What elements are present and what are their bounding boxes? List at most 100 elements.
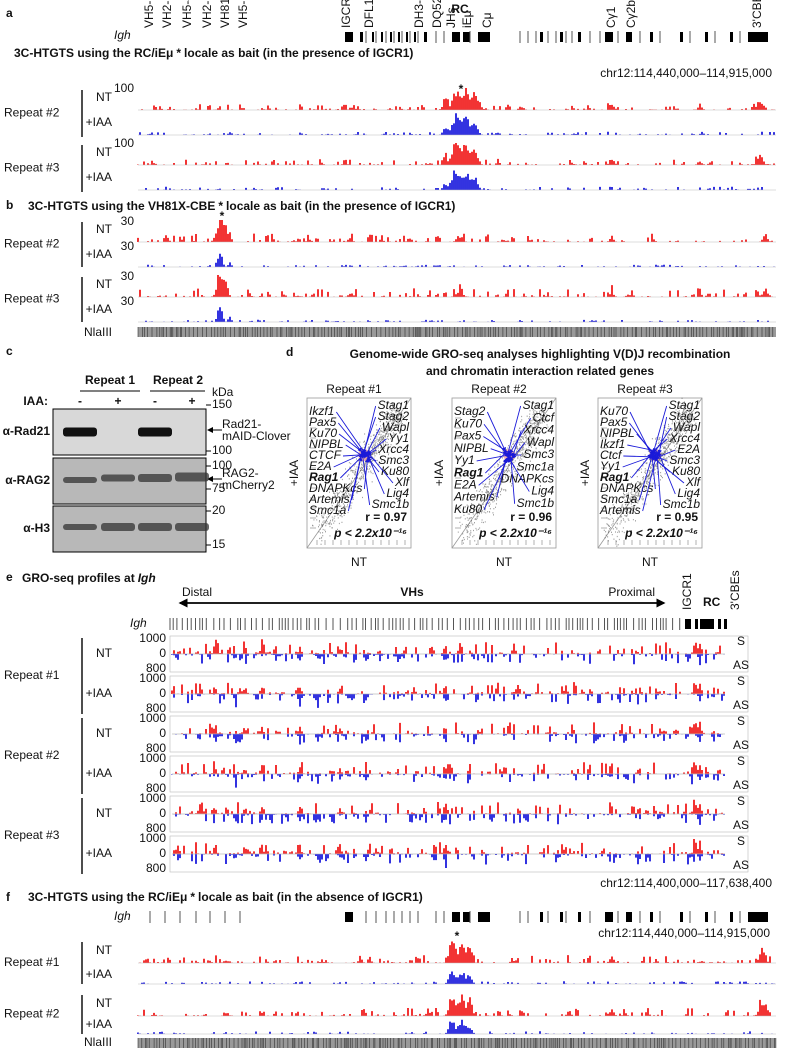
band xyxy=(101,474,135,482)
gene-label: Smc3 xyxy=(523,447,554,461)
coords: chr12:114,440,000–114,915,000 xyxy=(598,926,770,940)
blot-antibody: α-RAG2 xyxy=(5,473,50,487)
gene-label: Smc1b xyxy=(663,497,701,511)
gene-label: IGCR1 xyxy=(339,0,353,28)
repeat-label: Repeat #3 xyxy=(4,292,60,306)
scale-label: 1000 xyxy=(139,791,166,805)
band-label: mCherry2 xyxy=(222,478,275,492)
repeat-label: Repeat #2 xyxy=(4,748,60,762)
gene-label: Smc3 xyxy=(669,453,700,467)
gene-label: Ku70 xyxy=(454,416,482,430)
condition-label: +IAA xyxy=(86,115,112,129)
enzyme-label: NlaIII xyxy=(84,1035,112,1049)
gene-arrow xyxy=(508,457,530,492)
gene-label: DNAPKcs xyxy=(600,481,653,495)
p-value: p < 2.2x10⁻¹⁶ xyxy=(478,526,552,540)
gene-label: VH81X xyxy=(218,0,232,28)
gene-label: Rag1 xyxy=(454,465,484,479)
gene-label: Cγ2b xyxy=(624,0,638,28)
band xyxy=(138,474,172,482)
locus-ticks xyxy=(169,618,681,630)
gene-label: Ku80 xyxy=(454,502,482,516)
gene-label: VH5-4 xyxy=(180,0,194,28)
gene-label: Stag2 xyxy=(454,404,486,418)
blot-repeat: Repeat 2 xyxy=(153,373,203,387)
signal-track xyxy=(173,639,721,654)
bait-star: * xyxy=(220,209,225,223)
p-value: p < 2.2x10⁻¹⁶ xyxy=(333,526,407,540)
gene-label: NIPBL xyxy=(454,441,489,455)
locus-ticks xyxy=(365,31,741,43)
signal-track xyxy=(175,761,721,774)
strand-label: AS xyxy=(733,658,749,672)
gene-arrow xyxy=(485,451,508,474)
gene-label: Pax5 xyxy=(600,415,628,429)
bait-star: * xyxy=(455,929,460,943)
gene-label: Xrcc4 xyxy=(668,431,700,445)
gene-label: Rag1 xyxy=(309,470,339,484)
repeat-label: Repeat #3 xyxy=(4,828,60,842)
band xyxy=(101,523,135,531)
gene-label: NIPBL xyxy=(309,437,344,451)
gene-label: Smc1a xyxy=(309,503,347,517)
gene-arrow xyxy=(367,451,394,484)
gene-arrow xyxy=(338,422,363,453)
condition-label: NT xyxy=(96,90,113,104)
gene-arrow xyxy=(638,451,655,501)
direction-label: Proximal xyxy=(608,585,655,599)
gene-label: Artemis xyxy=(453,490,495,504)
condition-label: NT xyxy=(96,222,113,236)
signal-track xyxy=(139,941,771,963)
signal-track xyxy=(175,734,723,745)
gene-label: Xrcc4 xyxy=(522,423,554,437)
landmark-label: IGCR1 xyxy=(680,573,694,610)
band-label: RAG2- xyxy=(222,466,259,480)
gene-label: Ku80 xyxy=(381,464,409,478)
band xyxy=(138,523,172,531)
scale-label: 100 xyxy=(114,81,134,95)
signal-track xyxy=(175,799,723,814)
panel-title: 3C-HTGTS using the VH81X-CBE xyxy=(28,199,215,213)
y-axis-label: +IAA xyxy=(287,460,301,486)
gene-label: Yy1 xyxy=(388,431,409,445)
strand-label: S xyxy=(737,674,745,688)
scale-label: 0 xyxy=(159,766,166,780)
locus-blocks xyxy=(345,912,768,922)
enzyme-sites xyxy=(137,1038,777,1048)
gene-arrow xyxy=(649,452,656,490)
x-axis-label: NT xyxy=(642,555,659,569)
gene-label: Artemis xyxy=(308,492,350,506)
panel-title: Genome-wide GRO-seq analyses highlightin… xyxy=(350,347,731,361)
condition-label: NT xyxy=(96,996,113,1010)
landmark-label: RC xyxy=(703,595,721,609)
gene-label: iEμ xyxy=(460,10,474,28)
strand-label: AS xyxy=(733,858,749,872)
gene-label: Pax5 xyxy=(309,415,337,429)
gene-label: CTCF xyxy=(309,448,342,462)
track-frame xyxy=(169,795,749,833)
gene-arrow xyxy=(627,444,658,453)
panel-title: GRO-seq profiles at xyxy=(22,571,135,585)
scale-label: 800 xyxy=(146,861,166,875)
signal-track xyxy=(137,220,773,242)
strand-label: S xyxy=(737,754,745,768)
gene-label: VH5-6 xyxy=(142,0,156,28)
coords: chr12:114,400,000–117,638,400 xyxy=(600,876,772,890)
gene-arrow xyxy=(360,453,371,506)
enzyme-bar xyxy=(138,1038,776,1048)
gene-label: Lig4 xyxy=(531,484,554,498)
x-axis-label: NT xyxy=(496,555,513,569)
locus-label: Igh xyxy=(130,616,147,630)
gene-label: Wapl xyxy=(382,420,409,434)
gene-label: Pax5 xyxy=(454,429,482,443)
gene-label: Smc1b xyxy=(372,497,410,511)
landmark-label: 3'CBEs xyxy=(728,570,742,610)
gene-arrow xyxy=(654,450,662,506)
enzyme-label: NlaIII xyxy=(84,325,112,339)
repeat-label: Repeat #1 xyxy=(4,668,60,682)
gene-arrow xyxy=(642,451,659,512)
scale-label: 800 xyxy=(146,701,166,715)
scale-label: 0 xyxy=(159,846,166,860)
gene-label: Wapl xyxy=(527,435,554,449)
